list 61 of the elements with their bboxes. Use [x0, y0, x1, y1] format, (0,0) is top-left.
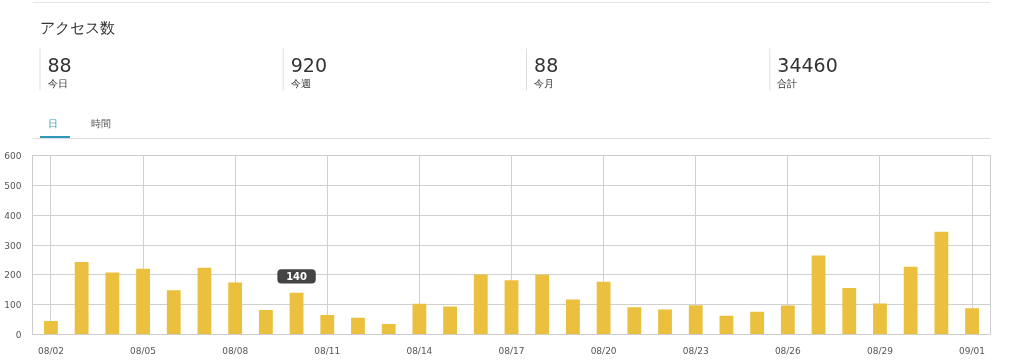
bar — [934, 231, 949, 335]
bar — [627, 307, 642, 335]
bar — [320, 315, 335, 335]
bar — [258, 310, 273, 335]
text: アクセス数 — [40, 18, 116, 37]
bar — [443, 306, 457, 335]
y-tick-label: 400 — [4, 210, 22, 221]
text: 88 — [47, 53, 72, 76]
x-tick-label: 08/11 — [314, 345, 341, 356]
bar — [136, 268, 150, 335]
bar — [658, 309, 672, 335]
bar — [873, 303, 887, 335]
y-tick-label: 300 — [4, 240, 22, 251]
x-tick-label: 08/23 — [682, 345, 709, 356]
x-tick-label: 08/05 — [130, 345, 157, 356]
bar — [504, 280, 519, 335]
text: 時間 — [90, 118, 111, 129]
x-tick-label: 08/08 — [222, 345, 249, 356]
bar — [719, 315, 734, 335]
bar — [473, 274, 488, 335]
x-tick-label: 08/20 — [590, 345, 617, 356]
bar — [903, 266, 918, 335]
bar — [289, 292, 304, 335]
x-tick-label: 09/01 — [959, 345, 986, 356]
y-tick-label: 500 — [4, 180, 22, 191]
bar — [197, 267, 212, 335]
y-tick-label: 600 — [4, 151, 22, 161]
y-tick-label: 0 — [15, 330, 22, 340]
text: 920 — [290, 53, 328, 76]
text: 88 — [534, 53, 559, 76]
text: 合計 — [777, 78, 798, 89]
bar — [74, 262, 89, 335]
y-tick-label: 200 — [4, 270, 22, 281]
x-tick-label: 08/17 — [498, 345, 525, 356]
text: 34460 — [777, 53, 838, 76]
bar — [381, 324, 396, 335]
annotation: 140 — [286, 271, 308, 283]
bar — [44, 321, 58, 335]
text: 今月 — [534, 78, 555, 89]
bar — [566, 299, 580, 335]
text: 今週 — [290, 78, 311, 89]
bar — [228, 282, 243, 335]
bar — [780, 305, 795, 335]
bar — [965, 308, 979, 335]
bar — [842, 287, 857, 335]
bar — [535, 274, 550, 335]
bar — [596, 281, 611, 335]
bar — [351, 317, 365, 335]
text: 今日 — [47, 78, 68, 89]
bar — [811, 255, 826, 335]
x-tick-label: 08/29 — [866, 345, 894, 356]
x-tick-label: 08/26 — [774, 345, 802, 356]
text: 日 — [48, 118, 59, 129]
bar — [750, 311, 765, 335]
bar — [105, 272, 120, 335]
y-tick-label: 100 — [4, 300, 22, 311]
x-tick-label: 08/14 — [406, 345, 433, 356]
bar — [166, 290, 181, 335]
x-tick-label: 08/02 — [37, 345, 64, 356]
bar — [412, 303, 427, 335]
bar — [688, 305, 703, 335]
